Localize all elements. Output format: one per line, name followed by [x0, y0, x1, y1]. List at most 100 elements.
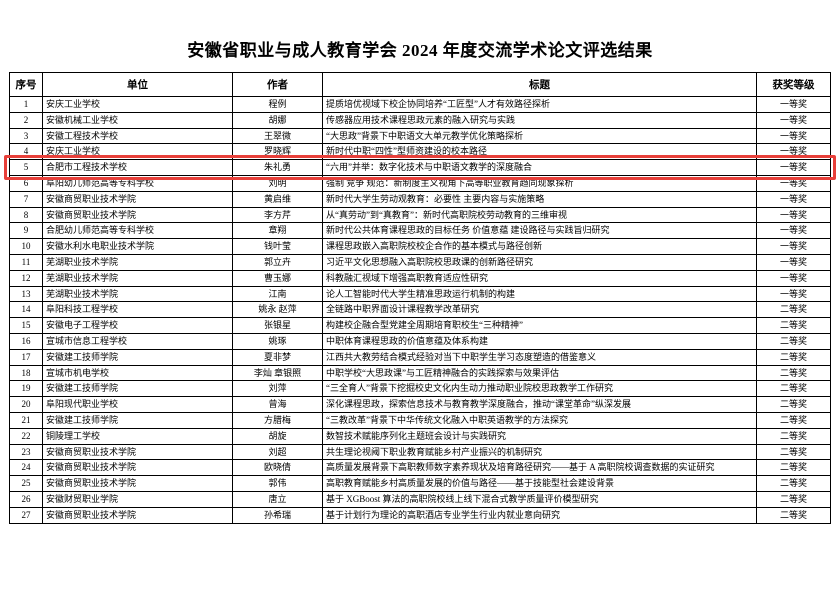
table-row: 9 合肥幼儿师范高等专科学校 章翔 新时代公共体育课程思政的目标任务 价值意蕴 … [9, 222, 831, 240]
award-cell: 二等奖 [756, 490, 831, 508]
unit-cell: 阜阳科技工程学校 [42, 301, 233, 319]
author-cell: 刘明 [232, 174, 323, 192]
award-cell: 二等奖 [756, 332, 831, 350]
row-number: 21 [9, 411, 43, 429]
author-cell: 郭伟 [232, 475, 323, 492]
author-cell: 曾海 [232, 396, 323, 413]
unit-cell: 安徽商贸职业技术学院 [42, 459, 233, 477]
row-number: 3 [9, 127, 43, 145]
award-cell: 二等奖 [756, 443, 831, 461]
award-cell: 一等奖 [756, 174, 831, 192]
row-number: 12 [9, 269, 43, 287]
author-cell: 刘萍 [232, 380, 323, 398]
paper-title-cell: 新时代中职“四性”型师资建设的校本路径 [322, 143, 757, 161]
award-cell: 一等奖 [756, 206, 831, 224]
author-cell: 江南 [232, 285, 323, 303]
unit-cell: 安徽商贸职业技术学院 [42, 206, 233, 224]
award-cell: 一等奖 [756, 269, 831, 287]
award-cell: 二等奖 [756, 427, 831, 445]
header-row: 序号 单位 作者 标题 获奖等级 [9, 72, 831, 97]
author-cell: 王翠微 [232, 127, 323, 145]
author-cell: 欧晓倩 [232, 459, 323, 477]
award-cell: 二等奖 [756, 475, 831, 492]
award-cell: 二等奖 [756, 411, 831, 429]
author-cell: 李灿 章银照 [232, 364, 323, 382]
author-cell: 朱礼勇 [232, 159, 323, 176]
author-cell: 孙希瑞 [232, 506, 323, 524]
column-header-no: 序号 [9, 72, 43, 97]
paper-title-cell: “大思政”背景下中职语文大单元教学优化策略探析 [322, 127, 757, 145]
author-cell: 黄启维 [232, 190, 323, 208]
unit-cell: 宣城市机电学校 [42, 364, 233, 382]
unit-cell: 安徽建工技师学院 [42, 380, 233, 398]
author-cell: 曹玉娜 [232, 269, 323, 287]
table-row: 22 铜陵理工学校 胡旋 数智技术赋能序列化主题班会设计与实践研究 二等奖 [9, 427, 831, 445]
unit-cell: 安庆工业学校 [42, 143, 233, 161]
table-row: 15 安徽电子工程学校 张银星 构建校企融合型党建全周期培育职校生“三种精神” … [9, 317, 831, 334]
table-row: 1 安庆工业学校 程例 提质培优视域下校企协同培养“工匠型”人才有效路径探析 一… [9, 96, 831, 113]
table-row: 23 安徽商贸职业技术学院 刘超 共生理论视阈下职业教育赋能乡村产业振兴的机制研… [9, 443, 831, 461]
author-cell: 胡旋 [232, 427, 323, 445]
table-row: 16 宣城市信息工程学校 姚琢 中职体育课程思政的价值意蕴及体系构建 二等奖 [9, 332, 831, 350]
row-number: 8 [9, 206, 43, 224]
paper-title-cell: 高质量发展背景下高职教师数字素养现状及培育路径研究——基于 A 高职院校调查数据… [322, 459, 757, 477]
paper-title-cell: 提质培优视域下校企协同培养“工匠型”人才有效路径探析 [322, 96, 757, 113]
author-cell: 方腊梅 [232, 411, 323, 429]
unit-cell: 安徽水利水电职业技术学院 [42, 238, 233, 255]
paper-title-cell: 论人工智能时代大学生精准思政运行机制的构建 [322, 285, 757, 303]
unit-cell: 安徽财贸职业学院 [42, 490, 233, 508]
table-row: 11 芜湖职业技术学院 郭立卉 习近平文化思想融入高职院校思政课的创新路径研究 … [9, 253, 831, 271]
paper-title-cell: 从“真劳动”到“真教育”：新时代高职院校劳动教育的三维审视 [322, 206, 757, 224]
unit-cell: 安徽电子工程学校 [42, 317, 233, 334]
unit-cell: 阜阳现代职业学校 [42, 396, 233, 413]
award-cell: 一等奖 [756, 111, 831, 129]
award-cell: 二等奖 [756, 506, 831, 524]
unit-cell: 合肥幼儿师范高等专科学校 [42, 222, 233, 240]
table-row: 6 阜阳幼儿师范高等专科学校 刘明 强制 竞争 规范：新制度主义视角下高等职业教… [9, 174, 831, 192]
table-row: 3 安徽工程技术学校 王翠微 “大思政”背景下中职语文大单元教学优化策略探析 一… [9, 127, 831, 145]
unit-cell: 合肥市工程技术学校 [42, 159, 233, 176]
unit-cell: 安徽商贸职业技术学院 [42, 506, 233, 524]
author-cell: 刘超 [232, 443, 323, 461]
unit-cell: 芜湖职业技术学院 [42, 269, 233, 287]
award-cell: 二等奖 [756, 364, 831, 382]
paper-title-cell: 强制 竞争 规范：新制度主义视角下高等职业教育趋同现象探析 [322, 174, 757, 192]
table-row: 24 安徽商贸职业技术学院 欧晓倩 高质量发展背景下高职教师数字素养现状及培育路… [9, 459, 831, 477]
row-number: 24 [9, 459, 43, 477]
author-cell: 姚永 赵萍 [232, 301, 323, 319]
award-cell: 一等奖 [756, 253, 831, 271]
author-cell: 唐立 [232, 490, 323, 508]
table-row: 4 安庆工业学校 罗晓辉 新时代中职“四性”型师资建设的校本路径 一等奖 [9, 143, 831, 161]
row-number: 2 [9, 111, 43, 129]
row-number: 19 [9, 380, 43, 398]
row-number: 13 [9, 285, 43, 303]
unit-cell: 安徽工程技术学校 [42, 127, 233, 145]
unit-cell: 芜湖职业技术学院 [42, 253, 233, 271]
table-row: 5 合肥市工程技术学校 朱礼勇 “六用”并举：数字化技术与中职语文教学的深度融合… [9, 159, 831, 176]
unit-cell: 铜陵理工学校 [42, 427, 233, 445]
unit-cell: 阜阳幼儿师范高等专科学校 [42, 174, 233, 192]
paper-title-cell: 深化课程思政，探索信息技术与教育教学深度融合，推动“课堂革命”纵深发展 [322, 396, 757, 413]
paper-title-cell: 习近平文化思想融入高职院校思政课的创新路径研究 [322, 253, 757, 271]
table-row: 17 安徽建工技师学院 夏非梦 江西共大教劳结合模式经验对当下中职学生学习态度塑… [9, 348, 831, 366]
paper-title-cell: 中职体育课程思政的价值意蕴及体系构建 [322, 332, 757, 350]
author-cell: 罗晓辉 [232, 143, 323, 161]
paper-title-cell: “六用”并举：数字化技术与中职语文教学的深度融合 [322, 159, 757, 176]
unit-cell: 安徽商贸职业技术学院 [42, 443, 233, 461]
table-row: 8 安徽商贸职业技术学院 李方芹 从“真劳动”到“真教育”：新时代高职院校劳动教… [9, 206, 831, 224]
column-header-author: 作者 [232, 72, 323, 97]
award-cell: 一等奖 [756, 159, 831, 176]
paper-title-cell: 全链路中职界面设计课程教学改革研究 [322, 301, 757, 319]
author-cell: 郭立卉 [232, 253, 323, 271]
row-number: 5 [9, 159, 43, 176]
row-number: 7 [9, 190, 43, 208]
row-number: 17 [9, 348, 43, 366]
unit-cell: 安徽建工技师学院 [42, 411, 233, 429]
award-cell: 二等奖 [756, 348, 831, 366]
table-row: 26 安徽财贸职业学院 唐立 基于 XGBoost 算法的高职院校线上线下混合式… [9, 490, 831, 508]
unit-cell: 芜湖职业技术学院 [42, 285, 233, 303]
row-number: 9 [9, 222, 43, 240]
paper-title-cell: 江西共大教劳结合模式经验对当下中职学生学习态度塑造的借鉴意义 [322, 348, 757, 366]
author-cell: 张银星 [232, 317, 323, 334]
